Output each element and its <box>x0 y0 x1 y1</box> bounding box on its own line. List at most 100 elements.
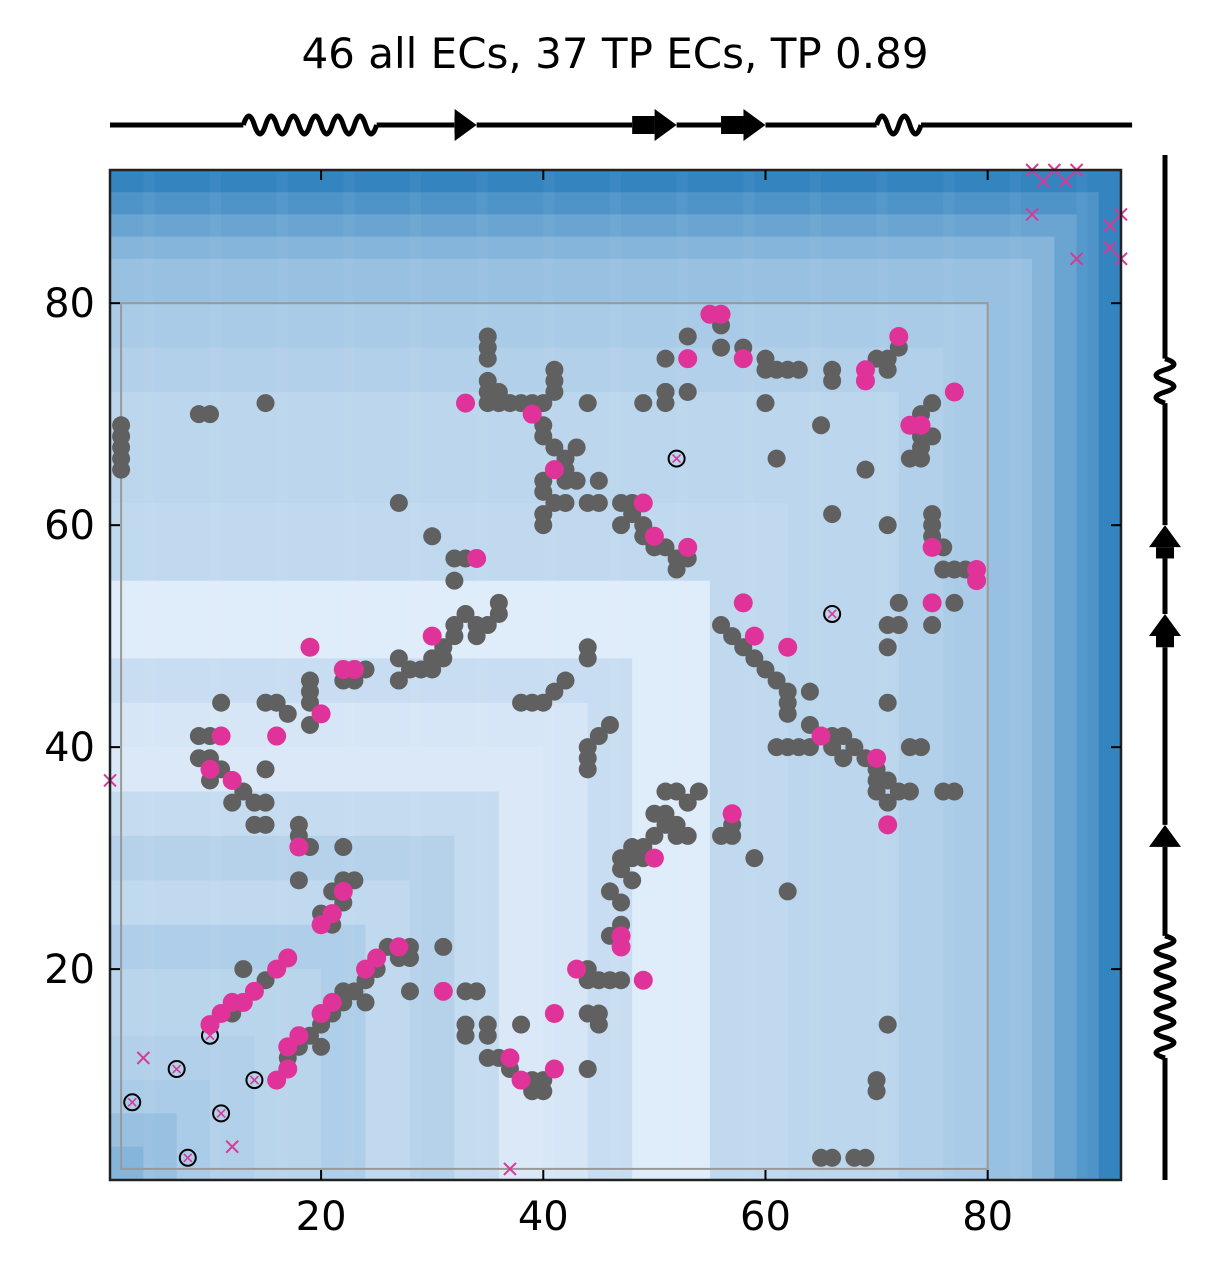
contact-point <box>945 593 964 612</box>
plot-frame <box>108 168 1123 1182</box>
contact-point <box>656 349 675 368</box>
y-tick-label: 20 <box>44 947 95 993</box>
contact-point <box>545 682 564 701</box>
heatmap-column <box>476 170 488 1180</box>
tp-ec-point <box>311 704 331 724</box>
contact-point <box>878 793 897 812</box>
circled-contact-cross <box>183 1153 193 1163</box>
circled-contact-ring <box>823 604 842 623</box>
tp-ec-point <box>878 815 898 835</box>
contact-point <box>467 627 486 646</box>
tp-ec-point <box>778 637 798 657</box>
contact-point <box>534 516 553 535</box>
chart-title: 46 all ECs, 37 TP ECs, TP 0.89 <box>301 29 928 78</box>
contact-point <box>356 993 375 1012</box>
contact-point <box>567 438 586 457</box>
tp-ec-point <box>633 970 653 990</box>
contact-point <box>445 616 464 635</box>
contact-point <box>589 471 608 490</box>
contact-point <box>867 1082 886 1101</box>
contact-point <box>778 882 797 901</box>
contact-point <box>812 416 831 435</box>
contact-point <box>823 1148 842 1167</box>
contact-point <box>389 649 408 668</box>
tp-ec-point <box>422 626 442 646</box>
tp-ec-point <box>389 937 409 957</box>
contact-point <box>512 1015 531 1034</box>
contact-point <box>867 782 886 801</box>
strand-body <box>1156 635 1174 648</box>
tp-ec-point <box>244 981 264 1001</box>
tp-ec-point <box>967 571 987 591</box>
contact-point <box>656 382 675 401</box>
contact-point <box>478 382 497 401</box>
contact-point <box>723 826 742 845</box>
contact-point <box>678 382 697 401</box>
fp-ec-marker <box>1069 252 1084 266</box>
heatmap-column <box>876 170 888 1180</box>
strand-arrow <box>1149 613 1181 636</box>
contact-point <box>745 649 764 668</box>
circled-contact-cross <box>672 454 682 464</box>
contact-point <box>778 704 797 723</box>
tp-ec-point <box>278 1059 298 1079</box>
circled-contact-cross <box>216 1108 226 1118</box>
contact-point <box>278 704 297 723</box>
tp-ec-point <box>911 415 931 435</box>
tp-ec-point <box>300 637 320 657</box>
contact-point <box>878 349 897 368</box>
contact-point <box>756 660 775 679</box>
inner-box <box>120 302 989 1170</box>
heatmap-background <box>110 170 1121 1181</box>
tp-ec-point <box>922 593 942 613</box>
tp-ec-point <box>267 726 287 746</box>
contact-point <box>545 382 564 401</box>
fp-ec-stroke <box>1058 174 1073 188</box>
fp-ec-marker <box>1103 218 1117 233</box>
contact-point <box>889 616 908 635</box>
circled-contact-ring <box>123 1093 142 1112</box>
contact-point <box>678 793 697 812</box>
tp-ec-point <box>867 748 887 768</box>
contact-point <box>878 1015 897 1034</box>
tp-ec-point <box>678 349 698 369</box>
heatmap-column <box>943 170 955 1180</box>
tp-ec-point <box>344 659 364 679</box>
strand-arrow <box>1149 824 1181 847</box>
fp-ec-marker <box>1025 207 1039 222</box>
contact-point <box>689 782 708 801</box>
circled-contact <box>167 1060 186 1079</box>
tp-ec-point <box>633 493 653 513</box>
right-secondary-structure-track <box>1149 155 1181 1180</box>
tp-ec-point <box>367 948 387 968</box>
contact-point <box>667 560 686 579</box>
heatmap-column <box>743 170 755 1180</box>
y-tick-label: 80 <box>44 281 95 327</box>
tp-ec-point <box>733 593 753 613</box>
contact-point <box>645 826 664 845</box>
contact-point <box>256 394 275 413</box>
contact-point <box>456 604 475 623</box>
contact-point <box>256 760 275 779</box>
fp-ec-marker <box>1036 174 1050 188</box>
contact-point <box>623 871 642 890</box>
fp-ec-stroke <box>1103 240 1117 255</box>
contact-point <box>467 982 486 1001</box>
tp-ec-point <box>722 804 742 824</box>
tp-ec-point <box>644 526 664 546</box>
contact-point <box>856 460 875 479</box>
contact-point <box>489 593 508 612</box>
top-secondary-structure-track <box>110 109 1133 141</box>
circled-contact <box>123 1093 142 1112</box>
inner-box-rect <box>120 302 989 1170</box>
circled-contact-ring <box>212 1104 231 1123</box>
circled-contact-cross <box>827 609 837 619</box>
heatmap-column <box>543 170 555 1180</box>
circled-contact <box>667 449 686 468</box>
tp-ec-point <box>711 304 731 324</box>
tp-ec-point <box>733 349 753 369</box>
contact-point <box>612 971 631 990</box>
contact-point <box>434 937 453 956</box>
heatmap-column <box>276 170 288 1180</box>
contact-point <box>923 394 942 413</box>
